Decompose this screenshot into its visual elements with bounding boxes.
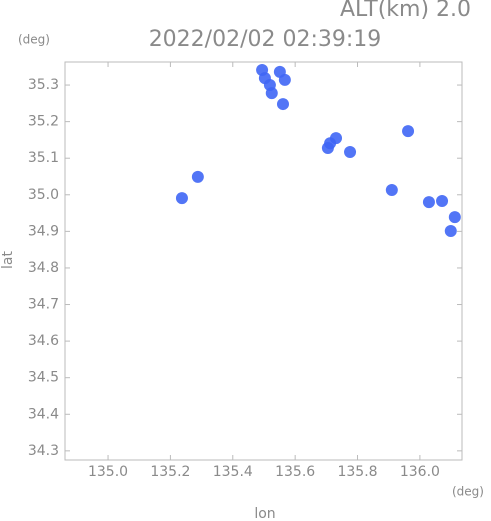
y-tick-label: 34.9	[28, 223, 59, 239]
y-tick-label: 34.7	[28, 297, 59, 313]
x-tick-label: 135.8	[337, 464, 377, 480]
echo-point	[276, 98, 289, 111]
x-tick-label: 135.2	[150, 464, 190, 480]
echo-point	[265, 87, 278, 100]
y-tick-label: 35.3	[28, 77, 59, 93]
y-axis-label: lat	[0, 251, 16, 269]
x-tick-label: 135.6	[275, 464, 315, 480]
y-tick-label: 34.3	[28, 443, 59, 459]
echo-point	[175, 192, 188, 205]
x-tick-label: 136.0	[400, 464, 440, 480]
y-tick-label: 35.2	[28, 114, 59, 130]
echo-point	[448, 211, 461, 224]
echo-point	[344, 145, 357, 158]
x-unit: (deg)	[452, 485, 484, 499]
echo-point	[191, 170, 204, 183]
echo-point	[444, 225, 457, 238]
echo-point	[330, 132, 343, 145]
echo-point	[422, 196, 435, 209]
echo-point	[278, 73, 291, 86]
chart-title: 2022/02/02 02:39:19	[149, 27, 382, 52]
chart-subtitle: ALT(km) 2.0	[340, 0, 471, 22]
y-tick-label: 34.5	[28, 370, 59, 386]
y-tick-label: 34.4	[28, 406, 59, 422]
y-tick-label: 35.0	[28, 187, 59, 203]
x-axis-label: lon	[254, 506, 275, 521]
y-tick-label: 34.8	[28, 260, 59, 276]
plot-frame	[64, 61, 463, 461]
y-unit: (deg)	[18, 33, 50, 47]
y-tick-label: 35.1	[28, 150, 59, 166]
x-tick-label: 135.4	[213, 464, 253, 480]
x-tick-label: 135.0	[88, 464, 128, 480]
echo-point	[321, 141, 334, 154]
echo-point	[402, 125, 415, 138]
echo-point	[385, 184, 398, 197]
y-tick-label: 34.6	[28, 333, 59, 349]
echo-point	[436, 195, 449, 208]
